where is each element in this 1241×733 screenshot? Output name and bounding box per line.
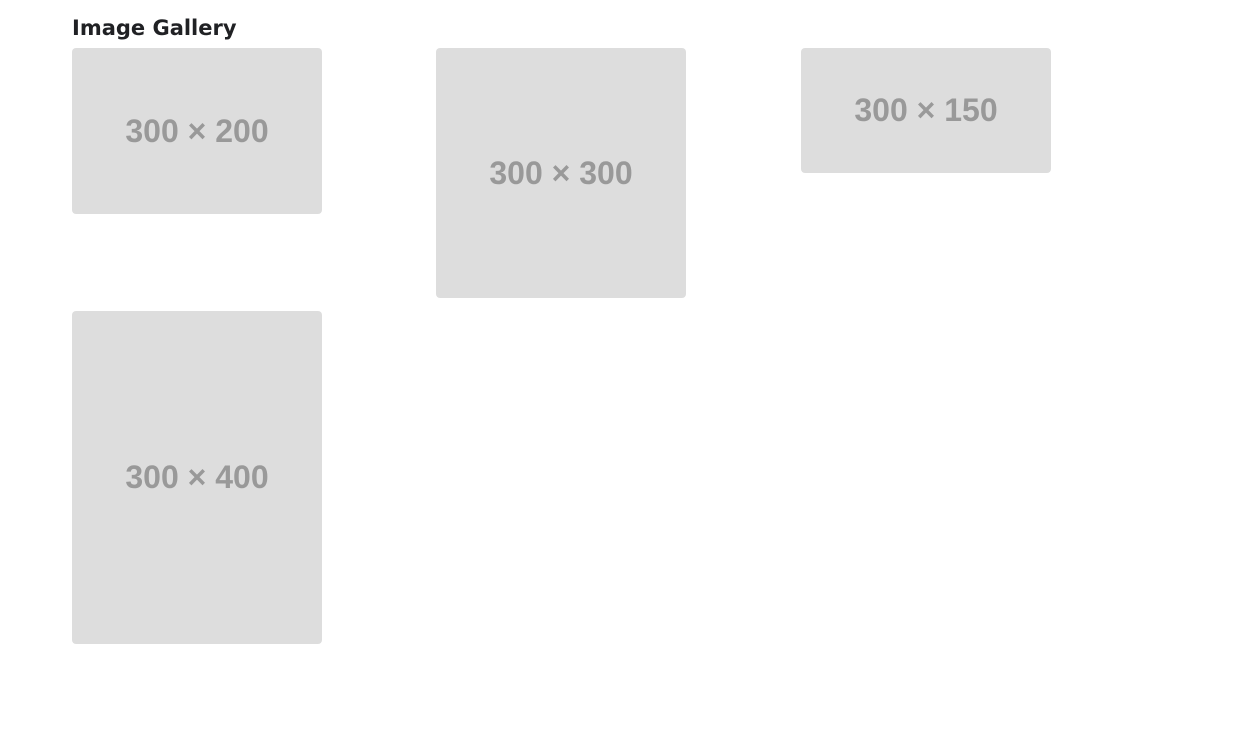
gallery-image-300x300[interactable]: 300 × 300 bbox=[436, 48, 686, 298]
gallery-image-300x150[interactable]: 300 × 150 bbox=[801, 48, 1051, 173]
image-placeholder-label: 300 × 200 bbox=[125, 112, 269, 149]
gallery-image-300x200[interactable]: 300 × 200 bbox=[72, 48, 322, 214]
image-placeholder-label: 300 × 150 bbox=[854, 92, 998, 128]
image-placeholder-label: 300 × 400 bbox=[125, 459, 269, 495]
page-title: Image Gallery bbox=[72, 16, 237, 40]
image-placeholder-label: 300 × 300 bbox=[489, 154, 633, 191]
gallery-image-300x400[interactable]: 300 × 400 bbox=[72, 311, 322, 644]
